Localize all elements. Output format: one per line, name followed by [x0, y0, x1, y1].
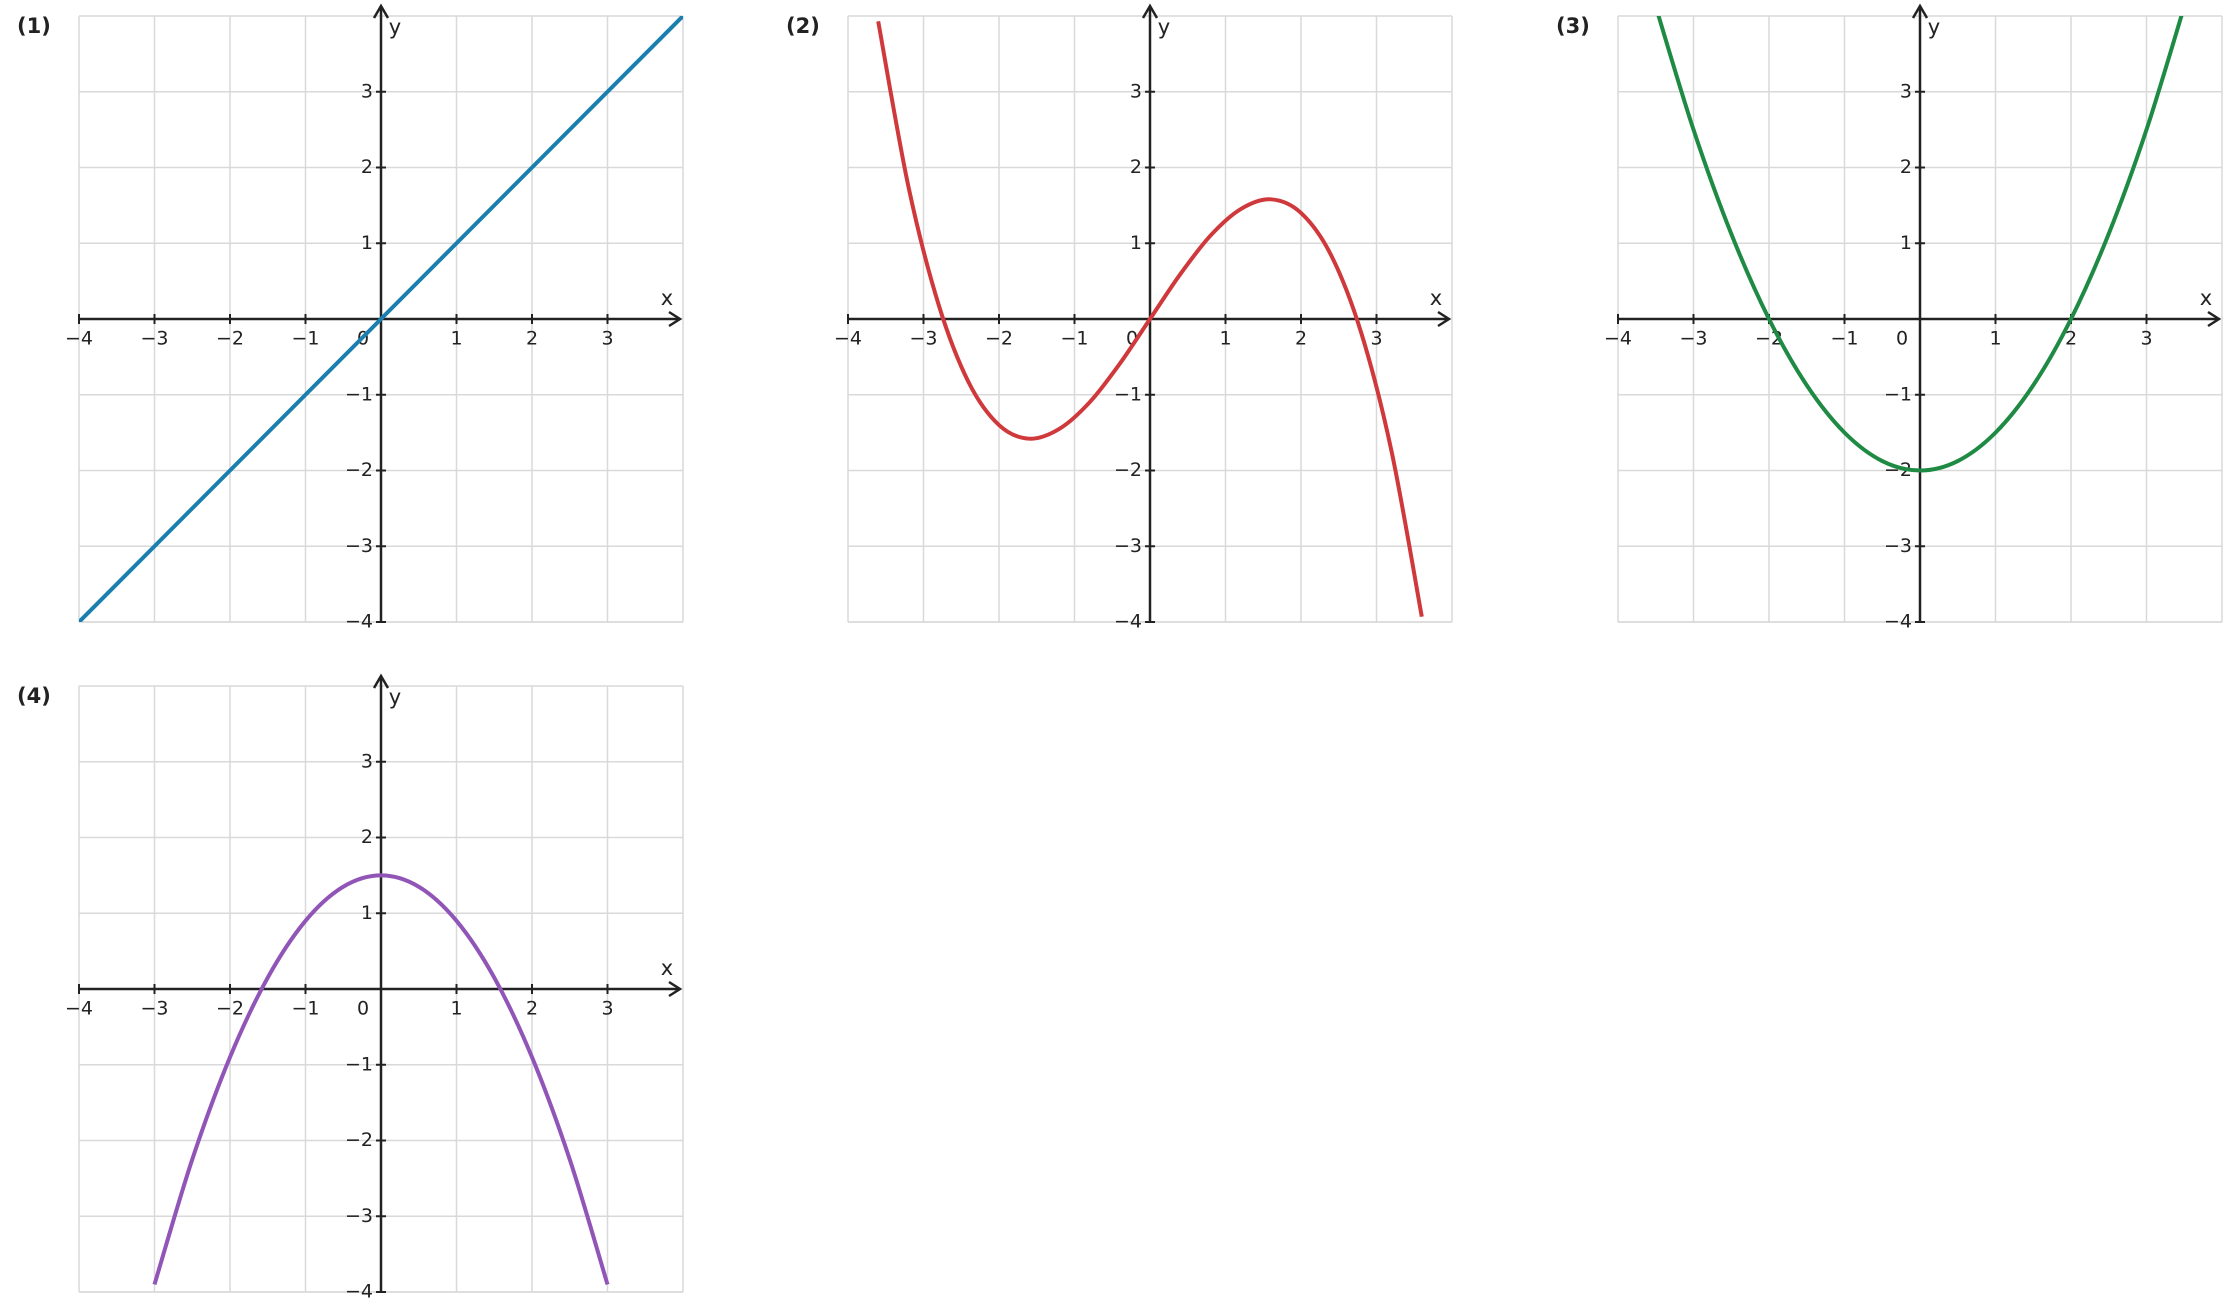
y-tick-label: 1 [361, 902, 373, 924]
y-tick-label: 1 [1130, 232, 1142, 254]
y-tick-label: −3 [1884, 535, 1912, 557]
y-tick-label: 3 [361, 750, 373, 772]
x-tick-label: 0 [357, 998, 369, 1020]
x-axis-arrow [668, 980, 683, 998]
panel-label: (2) [786, 14, 820, 38]
y-tick-label: 2 [361, 156, 373, 178]
x-tick-label: −1 [291, 998, 319, 1020]
x-axis-arrow [668, 310, 683, 328]
x-tick-label: −2 [985, 328, 1013, 350]
x-tick-label: −1 [1060, 328, 1088, 350]
x-tick-label: −2 [216, 998, 244, 1020]
x-tick-label: −4 [65, 328, 93, 350]
x-axis-label: x [661, 956, 673, 980]
x-tick-label: −2 [216, 328, 244, 350]
x-axis-arrow [1437, 310, 1452, 328]
panel: (4) −4 −3 −2 −1 0 1 2 3 −4 −3 −2 −1 1 2 3 x y [17, 673, 684, 1303]
x-tick-label: −3 [909, 328, 937, 350]
y-tick-label: −4 [1884, 611, 1912, 633]
y-axis-arrow [372, 673, 390, 689]
x-tick-label: −3 [140, 328, 168, 350]
y-tick-label: 2 [1900, 156, 1912, 178]
y-tick-label: 3 [361, 80, 373, 102]
x-tick-label: −3 [1679, 328, 1707, 350]
y-tick-label: −1 [345, 1053, 373, 1075]
x-tick-label: 0 [1896, 328, 1908, 350]
y-tick-label: 3 [1900, 80, 1912, 102]
x-tick-label: 1 [1989, 328, 2001, 350]
y-axis-label: y [389, 15, 401, 39]
y-tick-label: −4 [345, 1281, 373, 1303]
x-tick-label: −3 [140, 998, 168, 1020]
y-tick-label: −2 [345, 459, 373, 481]
y-axis-arrow [372, 3, 390, 19]
y-tick-label: −2 [345, 1129, 373, 1151]
panel-label: (1) [17, 14, 51, 38]
x-tick-label: −4 [834, 328, 862, 350]
y-axis-arrow [1141, 3, 1159, 19]
y-axis-label: y [389, 685, 401, 709]
x-tick-label: 2 [2065, 328, 2077, 350]
x-tick-label: 3 [1370, 328, 1382, 350]
y-tick-label: 1 [361, 232, 373, 254]
y-tick-label: 1 [1900, 232, 1912, 254]
y-tick-label: −3 [345, 1205, 373, 1227]
y-tick-label: −1 [345, 383, 373, 405]
x-axis-label: x [2200, 286, 2212, 310]
y-axis-label: y [1158, 15, 1170, 39]
panel-label: (3) [1556, 14, 1590, 38]
curve [876, 20, 1424, 618]
panel-label: (4) [17, 684, 51, 708]
x-axis-arrow [2207, 310, 2222, 328]
x-axis-label: x [661, 286, 673, 310]
y-tick-label: 2 [361, 826, 373, 848]
x-tick-label: 2 [526, 328, 538, 350]
x-tick-label: 1 [450, 328, 462, 350]
y-tick-label: −4 [1114, 611, 1142, 633]
x-tick-label: 3 [601, 998, 613, 1020]
x-tick-label: 2 [526, 998, 538, 1020]
x-tick-label: 3 [601, 328, 613, 350]
y-tick-label: −4 [345, 611, 373, 633]
x-tick-label: 1 [450, 998, 462, 1020]
x-tick-label: −4 [1604, 328, 1632, 350]
curve [152, 873, 610, 1286]
y-axis-label: y [1928, 15, 1940, 39]
x-tick-label: −4 [65, 998, 93, 1020]
x-tick-label: −1 [1830, 328, 1858, 350]
x-tick-label: 3 [2140, 328, 2152, 350]
x-tick-label: 1 [1219, 328, 1231, 350]
curve [1656, 16, 2184, 473]
x-tick-label: −1 [291, 328, 319, 350]
y-tick-label: 3 [1130, 80, 1142, 102]
y-tick-label: −1 [1114, 383, 1142, 405]
y-tick-label: −3 [345, 535, 373, 557]
y-tick-label: −3 [1114, 535, 1142, 557]
x-axis-label: x [1430, 286, 1442, 310]
x-tick-label: 2 [1295, 328, 1307, 350]
y-tick-label: 2 [1130, 156, 1142, 178]
y-tick-label: −2 [1114, 459, 1142, 481]
curve [79, 16, 683, 622]
y-axis-arrow [1911, 3, 1929, 19]
y-tick-label: −1 [1884, 383, 1912, 405]
